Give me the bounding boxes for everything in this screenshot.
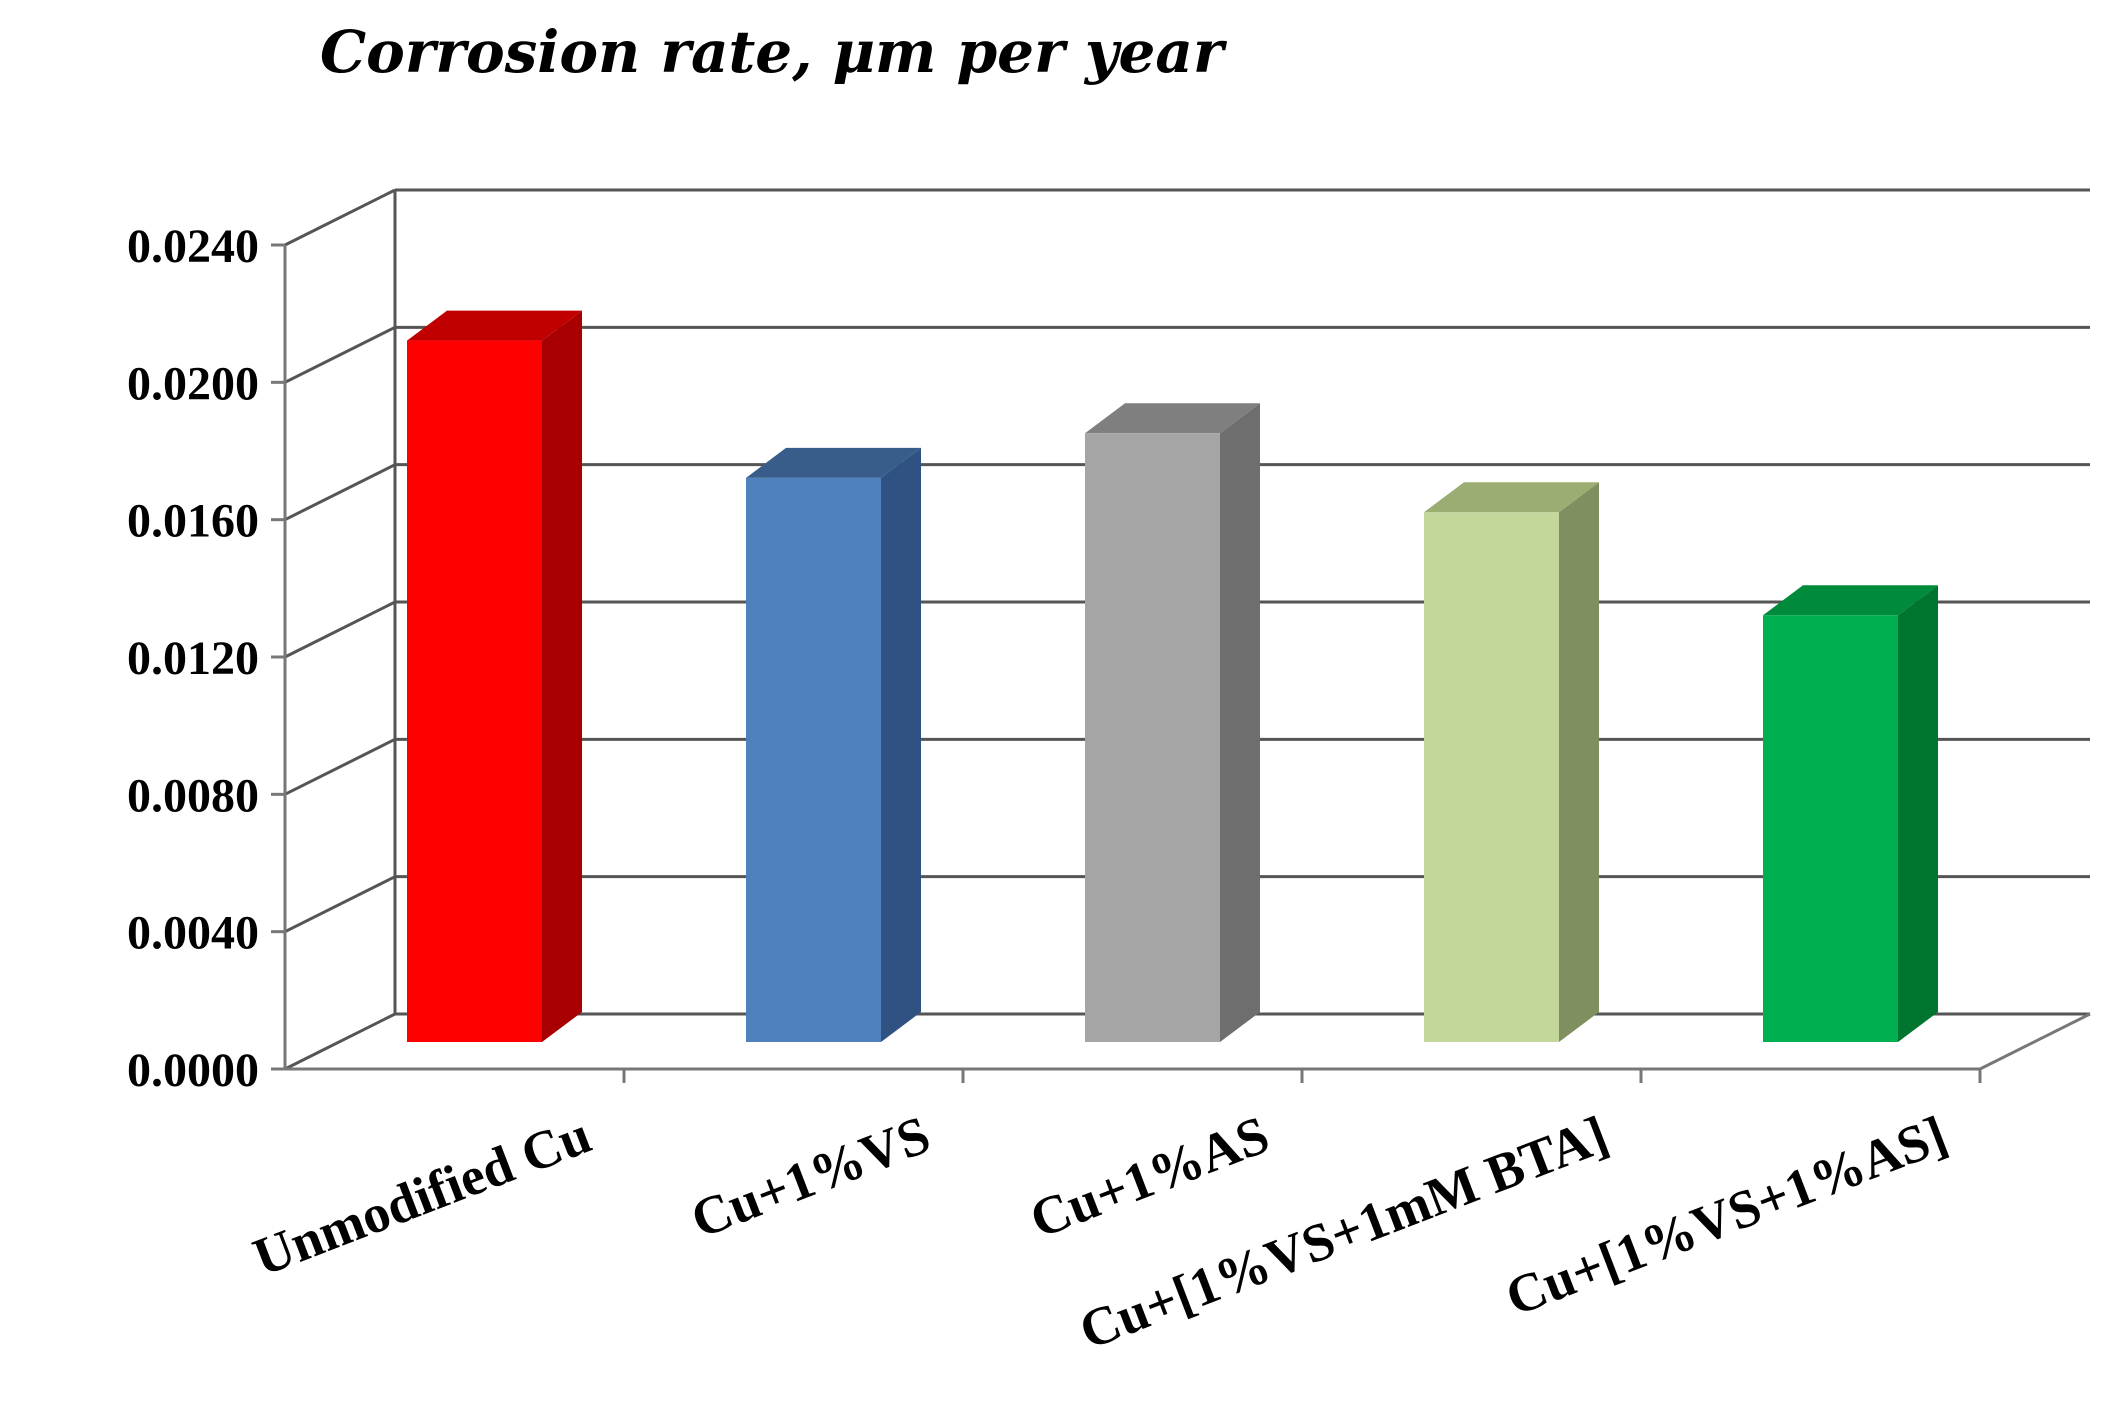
x-tick-label: Unmodified Cu <box>245 1104 598 1287</box>
axes <box>271 190 2091 1083</box>
x-tick-label: Cu+1%VS <box>683 1104 938 1250</box>
y-tick-labels: 0.0000 0.0040 0.0080 0.0120 0.0160 0.0200 0.02… <box>127 220 259 1097</box>
gridline <box>284 325 2090 384</box>
bar <box>746 447 921 1042</box>
y-tick-label: 0.0160 <box>127 495 259 548</box>
bars <box>407 310 1938 1043</box>
bar <box>1763 585 1938 1042</box>
y-tick-label: 0.0200 <box>127 357 259 410</box>
x-tick-label: Cu+1%AS <box>1022 1104 1277 1250</box>
chart-title: Corrosion rate, μm per year <box>320 18 1228 86</box>
y-tick-label: 0.0240 <box>127 220 259 273</box>
bar <box>407 310 582 1043</box>
bar <box>1424 482 1599 1042</box>
x-tick-labels: Unmodified Cu Cu+1%VS Cu+1%ASCu+[1%VS+1mM … <box>245 1104 1954 1361</box>
y-tick-label: 0.0000 <box>127 1044 259 1097</box>
y-tick-label: 0.0120 <box>127 632 259 685</box>
y-tick-label: 0.0040 <box>127 907 259 960</box>
bar <box>1085 403 1260 1042</box>
gridline <box>284 188 2090 247</box>
y-tick-label: 0.0080 <box>127 769 259 822</box>
